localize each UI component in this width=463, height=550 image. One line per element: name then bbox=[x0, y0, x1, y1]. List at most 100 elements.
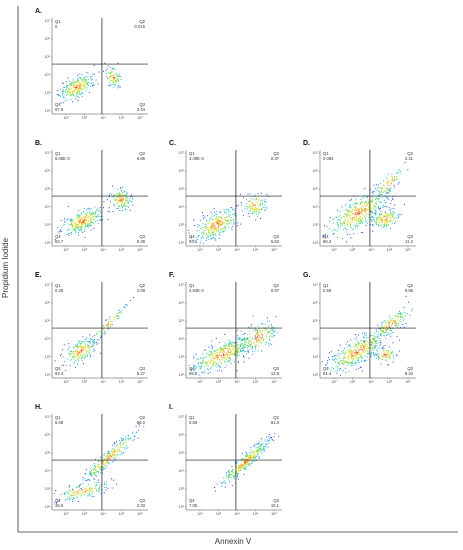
event-dot bbox=[388, 191, 390, 193]
y-tick-label: 10⁴ bbox=[312, 337, 318, 341]
event-dot bbox=[352, 204, 354, 206]
event-dot bbox=[81, 345, 83, 347]
event-dot bbox=[343, 357, 345, 359]
event-dot bbox=[240, 349, 242, 351]
event-dot bbox=[349, 214, 351, 216]
event-dot bbox=[385, 220, 387, 222]
event-dot bbox=[222, 350, 224, 352]
event-dot bbox=[388, 214, 390, 217]
event-dot bbox=[99, 331, 101, 333]
event-dot bbox=[346, 209, 348, 211]
event-dot bbox=[373, 219, 375, 221]
event-dot bbox=[245, 454, 247, 456]
event-dot bbox=[211, 353, 213, 355]
event-dot bbox=[370, 344, 372, 346]
event-dot bbox=[72, 101, 74, 103]
event-dot bbox=[377, 225, 380, 227]
event-dot bbox=[348, 349, 350, 351]
event-dot bbox=[202, 353, 204, 355]
event-dot bbox=[273, 336, 275, 338]
event-dot bbox=[249, 330, 251, 332]
event-dot bbox=[206, 234, 208, 236]
event-dot bbox=[342, 229, 344, 231]
x-tick-label: 10³ bbox=[82, 380, 88, 384]
event-dot bbox=[84, 225, 86, 227]
event-dot bbox=[197, 223, 199, 225]
event-dot bbox=[400, 320, 402, 323]
event-dot bbox=[92, 216, 94, 218]
event-dot bbox=[402, 316, 404, 318]
event-dot bbox=[215, 228, 217, 230]
event-dot bbox=[388, 356, 390, 358]
event-dot bbox=[123, 197, 125, 199]
event-dot bbox=[274, 433, 276, 435]
event-dot bbox=[112, 448, 114, 450]
event-dot bbox=[376, 197, 378, 199]
event-dot bbox=[197, 358, 199, 360]
event-dot bbox=[345, 343, 347, 345]
event-dot bbox=[94, 486, 96, 488]
event-dot bbox=[114, 452, 116, 454]
event-dot bbox=[93, 343, 95, 345]
event-dot bbox=[100, 220, 102, 222]
event-dot bbox=[386, 221, 388, 223]
event-dot bbox=[354, 203, 356, 205]
event-dot bbox=[269, 339, 271, 341]
event-dot bbox=[87, 81, 89, 84]
event-dot bbox=[224, 217, 226, 219]
event-dot bbox=[200, 237, 202, 239]
event-dot bbox=[220, 216, 222, 218]
event-dot bbox=[259, 448, 261, 450]
event-dot bbox=[77, 226, 80, 228]
event-dot bbox=[252, 451, 255, 453]
event-dot bbox=[127, 207, 130, 209]
event-dot bbox=[384, 211, 386, 213]
event-dot bbox=[348, 355, 350, 357]
event-dot bbox=[203, 349, 206, 351]
event-dot bbox=[119, 206, 121, 208]
x-tick-label: 10³ bbox=[82, 248, 88, 252]
event-dot bbox=[385, 334, 388, 337]
event-dot bbox=[334, 355, 336, 357]
event-dot bbox=[218, 218, 220, 220]
event-dot bbox=[126, 191, 128, 193]
event-dot bbox=[126, 438, 128, 440]
event-dot bbox=[214, 223, 216, 225]
event-dot bbox=[232, 469, 234, 471]
event-dot bbox=[367, 203, 369, 206]
event-dot bbox=[81, 212, 83, 214]
event-dot bbox=[228, 354, 231, 356]
event-dot bbox=[95, 211, 97, 213]
event-dot bbox=[200, 367, 202, 369]
event-dot bbox=[213, 357, 215, 360]
event-dot bbox=[262, 338, 265, 340]
event-dot bbox=[380, 201, 382, 203]
event-dot bbox=[106, 319, 108, 321]
event-dot bbox=[229, 358, 231, 360]
event-dot bbox=[105, 456, 107, 458]
event-dot bbox=[223, 227, 225, 229]
event-dot bbox=[121, 453, 123, 455]
event-dot bbox=[84, 490, 87, 492]
event-dot bbox=[96, 468, 98, 470]
event-dot bbox=[341, 359, 343, 362]
event-dot bbox=[120, 187, 122, 189]
event-dot bbox=[73, 497, 75, 499]
event-dot bbox=[116, 80, 118, 82]
event-dot bbox=[208, 228, 210, 231]
event-dot bbox=[86, 337, 88, 339]
event-dot bbox=[386, 188, 388, 190]
event-dot bbox=[113, 454, 116, 456]
event-dot bbox=[363, 341, 365, 343]
event-dot bbox=[132, 431, 134, 433]
event-dot bbox=[326, 226, 328, 228]
event-dot bbox=[386, 224, 388, 226]
event-dot bbox=[89, 216, 91, 218]
quadrant-value-q2: 56.0 bbox=[137, 420, 146, 425]
event-dot bbox=[209, 235, 211, 237]
event-dot bbox=[88, 91, 90, 94]
event-dot bbox=[208, 351, 211, 353]
event-dot bbox=[358, 208, 360, 210]
event-dot bbox=[370, 201, 373, 203]
event-dot bbox=[123, 448, 126, 450]
